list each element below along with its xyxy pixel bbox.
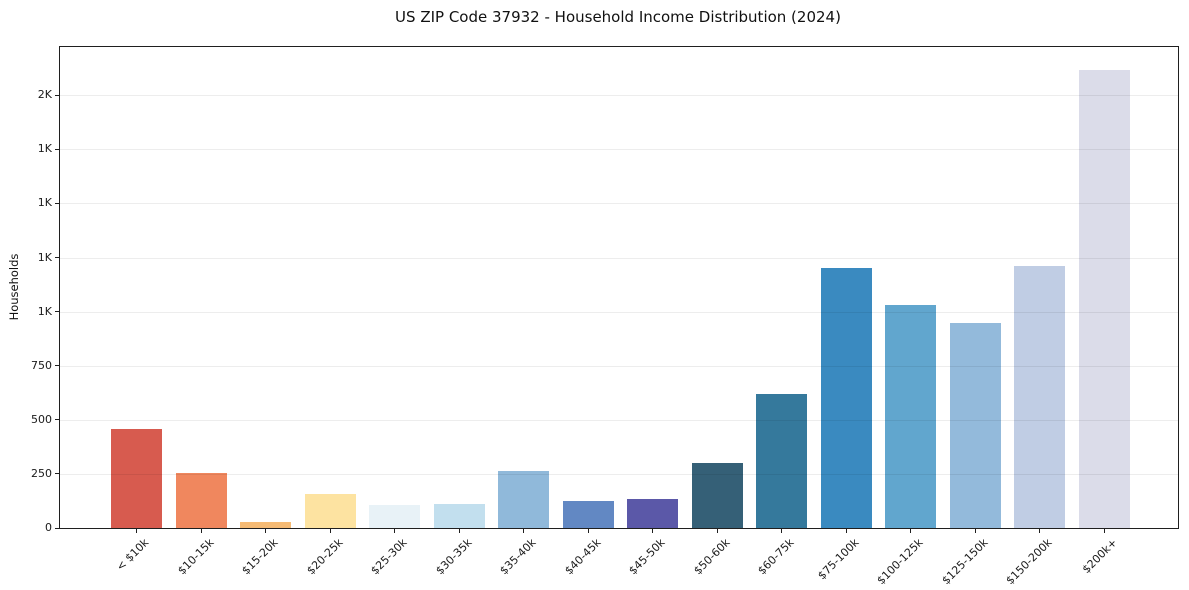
y-tick-label: 500 <box>31 413 52 427</box>
y-tick-mark <box>55 527 60 529</box>
y-axis-label: Households <box>7 253 21 321</box>
bar <box>949 323 1001 528</box>
gridline <box>60 365 1178 367</box>
y-tick-mark <box>55 311 60 313</box>
x-tick-label: $200k+ <box>1079 536 1120 577</box>
x-tick-label: $50-60k <box>691 536 733 578</box>
plot-area: < $10k $10-15k $15-20k $20-25k $25-30k $30-35… <box>31 46 1179 587</box>
y-tick-mark <box>55 257 60 259</box>
x-tick-label: $75-100k <box>815 536 862 583</box>
y-tick-mark <box>55 148 60 150</box>
x-tick-label: $35-40k <box>497 536 539 578</box>
x-tick-mark <box>265 528 267 533</box>
x-tick-label: $10-15k <box>174 536 217 578</box>
y-tick-label: 2K <box>37 88 52 102</box>
x-tick-mark <box>1039 528 1041 533</box>
x-tick-label: $100-125k <box>874 536 926 588</box>
y-tick-label: 1K <box>37 196 52 210</box>
gridline <box>60 311 1178 313</box>
bar <box>240 522 292 528</box>
x-tick-label: $125-150k <box>939 536 991 588</box>
chart-title: US ZIP Code 37932 - Household Income Dis… <box>395 8 841 26</box>
y-tick-label: 1K <box>37 142 52 156</box>
y-tick-label: 0 <box>45 521 52 535</box>
bar <box>627 499 679 528</box>
x-tick-mark <box>523 528 525 533</box>
x-tick-label: $40-45k <box>562 536 604 578</box>
x-tick-label: $150-200k <box>1003 536 1055 588</box>
x-tick-label: $60-75k <box>755 536 797 578</box>
x-tick-mark <box>781 528 783 533</box>
bar <box>562 500 614 528</box>
x-tick-mark <box>974 528 976 533</box>
y-tick-label: 750 <box>31 358 52 372</box>
bar <box>756 393 808 528</box>
y-tick-label: 1K <box>37 250 52 264</box>
x-tick-label: $15-20k <box>239 536 281 578</box>
gridline <box>60 257 1178 259</box>
bar <box>691 462 743 528</box>
bar <box>885 304 937 528</box>
x-tick-mark <box>716 528 718 533</box>
x-tick-mark <box>910 528 912 533</box>
x-tick-mark <box>394 528 396 533</box>
y-tick-mark <box>55 365 60 367</box>
x-tick-mark <box>845 528 847 533</box>
x-tick-label: $45-50k <box>626 536 668 578</box>
x-tick-mark <box>200 528 202 533</box>
x-tick-label: $25-30k <box>368 536 410 578</box>
x-tick-mark <box>652 528 654 533</box>
x-tick-mark <box>587 528 589 533</box>
gridline <box>60 95 1178 97</box>
y-tick-label: 250 <box>31 467 52 481</box>
gridline <box>60 203 1178 205</box>
bar <box>175 472 227 528</box>
x-tick-label: $30-35k <box>433 536 475 578</box>
x-tick-mark <box>136 528 137 533</box>
y-tick-label: 1K <box>37 304 52 318</box>
gridline <box>60 473 1178 475</box>
x-tick-mark <box>458 528 460 533</box>
y-tick-mark <box>55 419 60 421</box>
gridline <box>60 149 1178 151</box>
bar <box>1014 266 1066 528</box>
y-tick-mark <box>55 94 60 96</box>
bar <box>369 505 421 528</box>
y-tick-mark <box>55 202 60 204</box>
bar <box>498 471 550 528</box>
x-tick-mark <box>1103 528 1105 533</box>
x-tick-label: $20-25k <box>303 536 346 578</box>
x-tick-label: < $10k <box>114 536 152 574</box>
y-tick-mark <box>55 473 60 475</box>
bar <box>1078 69 1130 528</box>
bar <box>304 493 356 528</box>
gridline <box>60 419 1178 421</box>
x-tick-mark <box>329 528 331 533</box>
bar <box>111 429 162 528</box>
bar <box>820 267 872 528</box>
bar <box>433 503 485 528</box>
